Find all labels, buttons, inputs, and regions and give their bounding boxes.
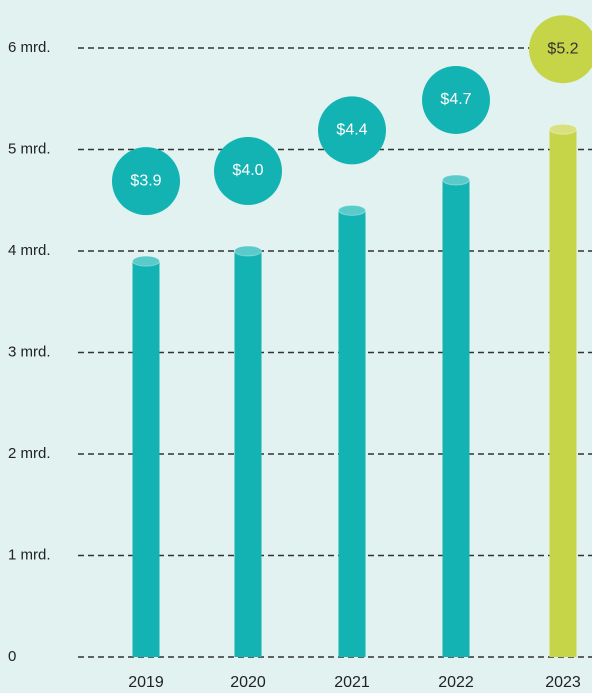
- bar-cap-shade: [549, 124, 577, 135]
- bar-cap: [132, 255, 160, 267]
- value-bubble: [529, 15, 592, 84]
- bar-cap: [234, 245, 262, 257]
- bar: [442, 179, 470, 657]
- bar: [549, 129, 577, 657]
- y-tick-label: 6 mrd.: [8, 39, 51, 56]
- value-label: $5.2: [547, 40, 578, 57]
- value-bubble: [214, 137, 282, 205]
- bar: [132, 261, 160, 657]
- x-tick-label: 2019: [128, 674, 164, 691]
- y-tick-label: 3 mrd.: [8, 343, 51, 360]
- value-bubble: [422, 65, 490, 134]
- bar-cap-shade: [132, 256, 160, 267]
- bar-cap: [338, 204, 366, 216]
- y-tick-label: 5 mrd.: [8, 140, 51, 157]
- x-tick-label: 2022: [438, 674, 474, 691]
- value-label: $3.9: [130, 172, 161, 189]
- y-tick-label: 4 mrd.: [8, 242, 51, 259]
- bar-cap-shade: [338, 205, 366, 216]
- value-label: $4.4: [336, 122, 367, 139]
- bar-cap: [442, 174, 470, 186]
- y-tick-label: 0: [8, 648, 16, 665]
- y-tick-label: 2 mrd.: [8, 445, 51, 462]
- x-tick-label: 2020: [230, 674, 266, 691]
- x-tick-label: 2023: [545, 674, 581, 691]
- bar: [338, 210, 366, 657]
- value-bubble: [112, 147, 180, 216]
- x-tick-label: 2021: [334, 674, 370, 691]
- value-label: $4.0: [232, 162, 263, 179]
- value-bubble: [318, 96, 386, 165]
- bar-cap: [549, 123, 577, 135]
- y-tick-label: 1 mrd.: [8, 546, 51, 563]
- value-label: $4.7: [440, 91, 471, 108]
- bar-cap-shade: [234, 246, 262, 256]
- bar: [234, 251, 262, 657]
- bar-cap-shade: [442, 174, 470, 185]
